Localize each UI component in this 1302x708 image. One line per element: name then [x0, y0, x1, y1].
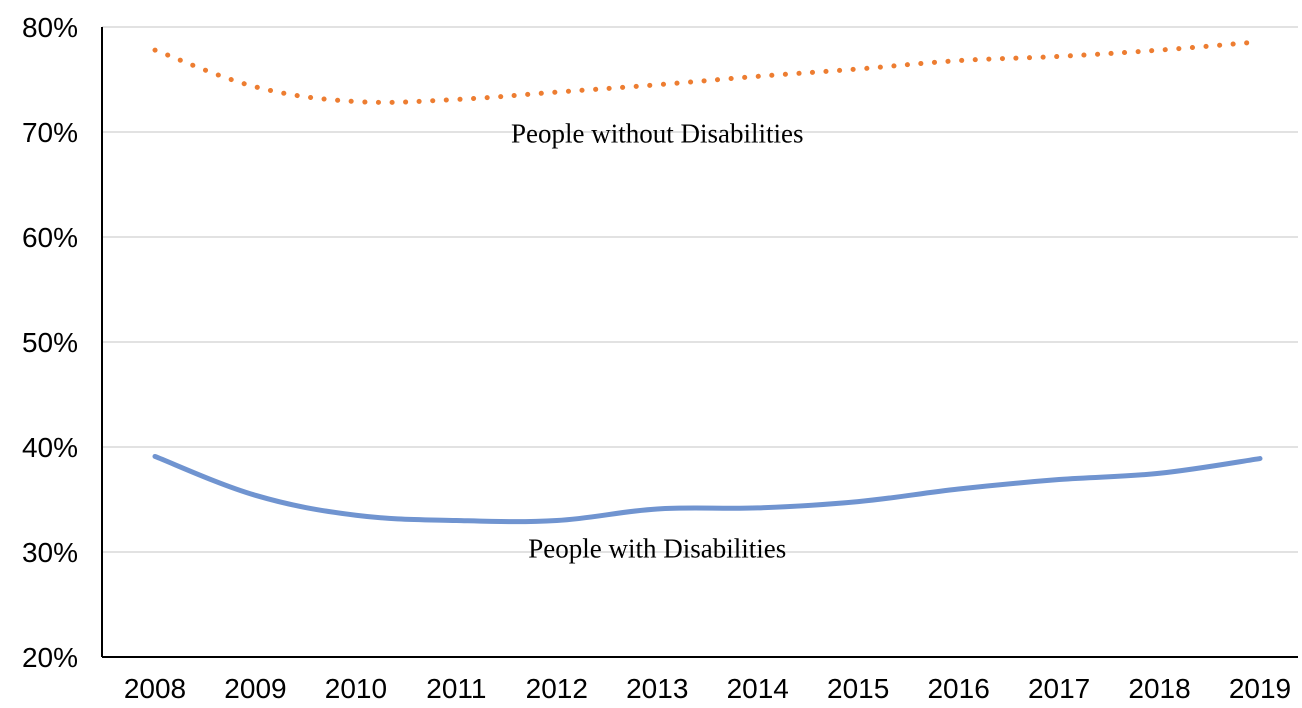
- gridlines: [102, 26, 1298, 553]
- y-tick-labels: 20% 30% 40% 50% 60% 70% 80%: [22, 12, 78, 673]
- x-tick-label: 2015: [827, 673, 889, 704]
- series-annotation: People with Disabilities: [528, 533, 786, 563]
- x-tick-label: 2008: [124, 673, 186, 704]
- x-tick-label: 2010: [325, 673, 387, 704]
- x-tick-label: 2012: [526, 673, 588, 704]
- series-line-without-disabilities: [152, 39, 1263, 105]
- x-tick-label: 2016: [927, 673, 989, 704]
- x-tick-labels: 2008 2009 2010 2011 2012 2013 2014 2015 2016 2017…: [124, 673, 1291, 704]
- series-annotations: People without Disabilities People with D…: [511, 119, 803, 564]
- x-tick-label: 2019: [1229, 673, 1291, 704]
- series-line-with-disabilities: [152, 453, 1263, 525]
- y-tick-label: 70%: [22, 117, 78, 148]
- y-tick-label: 40%: [22, 432, 78, 463]
- x-tick-label: 2014: [727, 673, 789, 704]
- series-lines: [152, 39, 1263, 525]
- y-tick-label: 30%: [22, 537, 78, 568]
- y-tick-label: 50%: [22, 327, 78, 358]
- x-tick-label: 2011: [426, 673, 486, 704]
- x-tick-label: 2017: [1028, 673, 1090, 704]
- axes: [101, 27, 1298, 658]
- x-tick-label: 2018: [1128, 673, 1190, 704]
- y-tick-label: 80%: [22, 12, 78, 43]
- y-tick-label: 60%: [22, 222, 78, 253]
- x-tick-label: 2013: [626, 673, 688, 704]
- series-annotation: People without Disabilities: [511, 119, 803, 149]
- x-tick-label: 2009: [224, 673, 286, 704]
- y-tick-label: 20%: [22, 642, 78, 673]
